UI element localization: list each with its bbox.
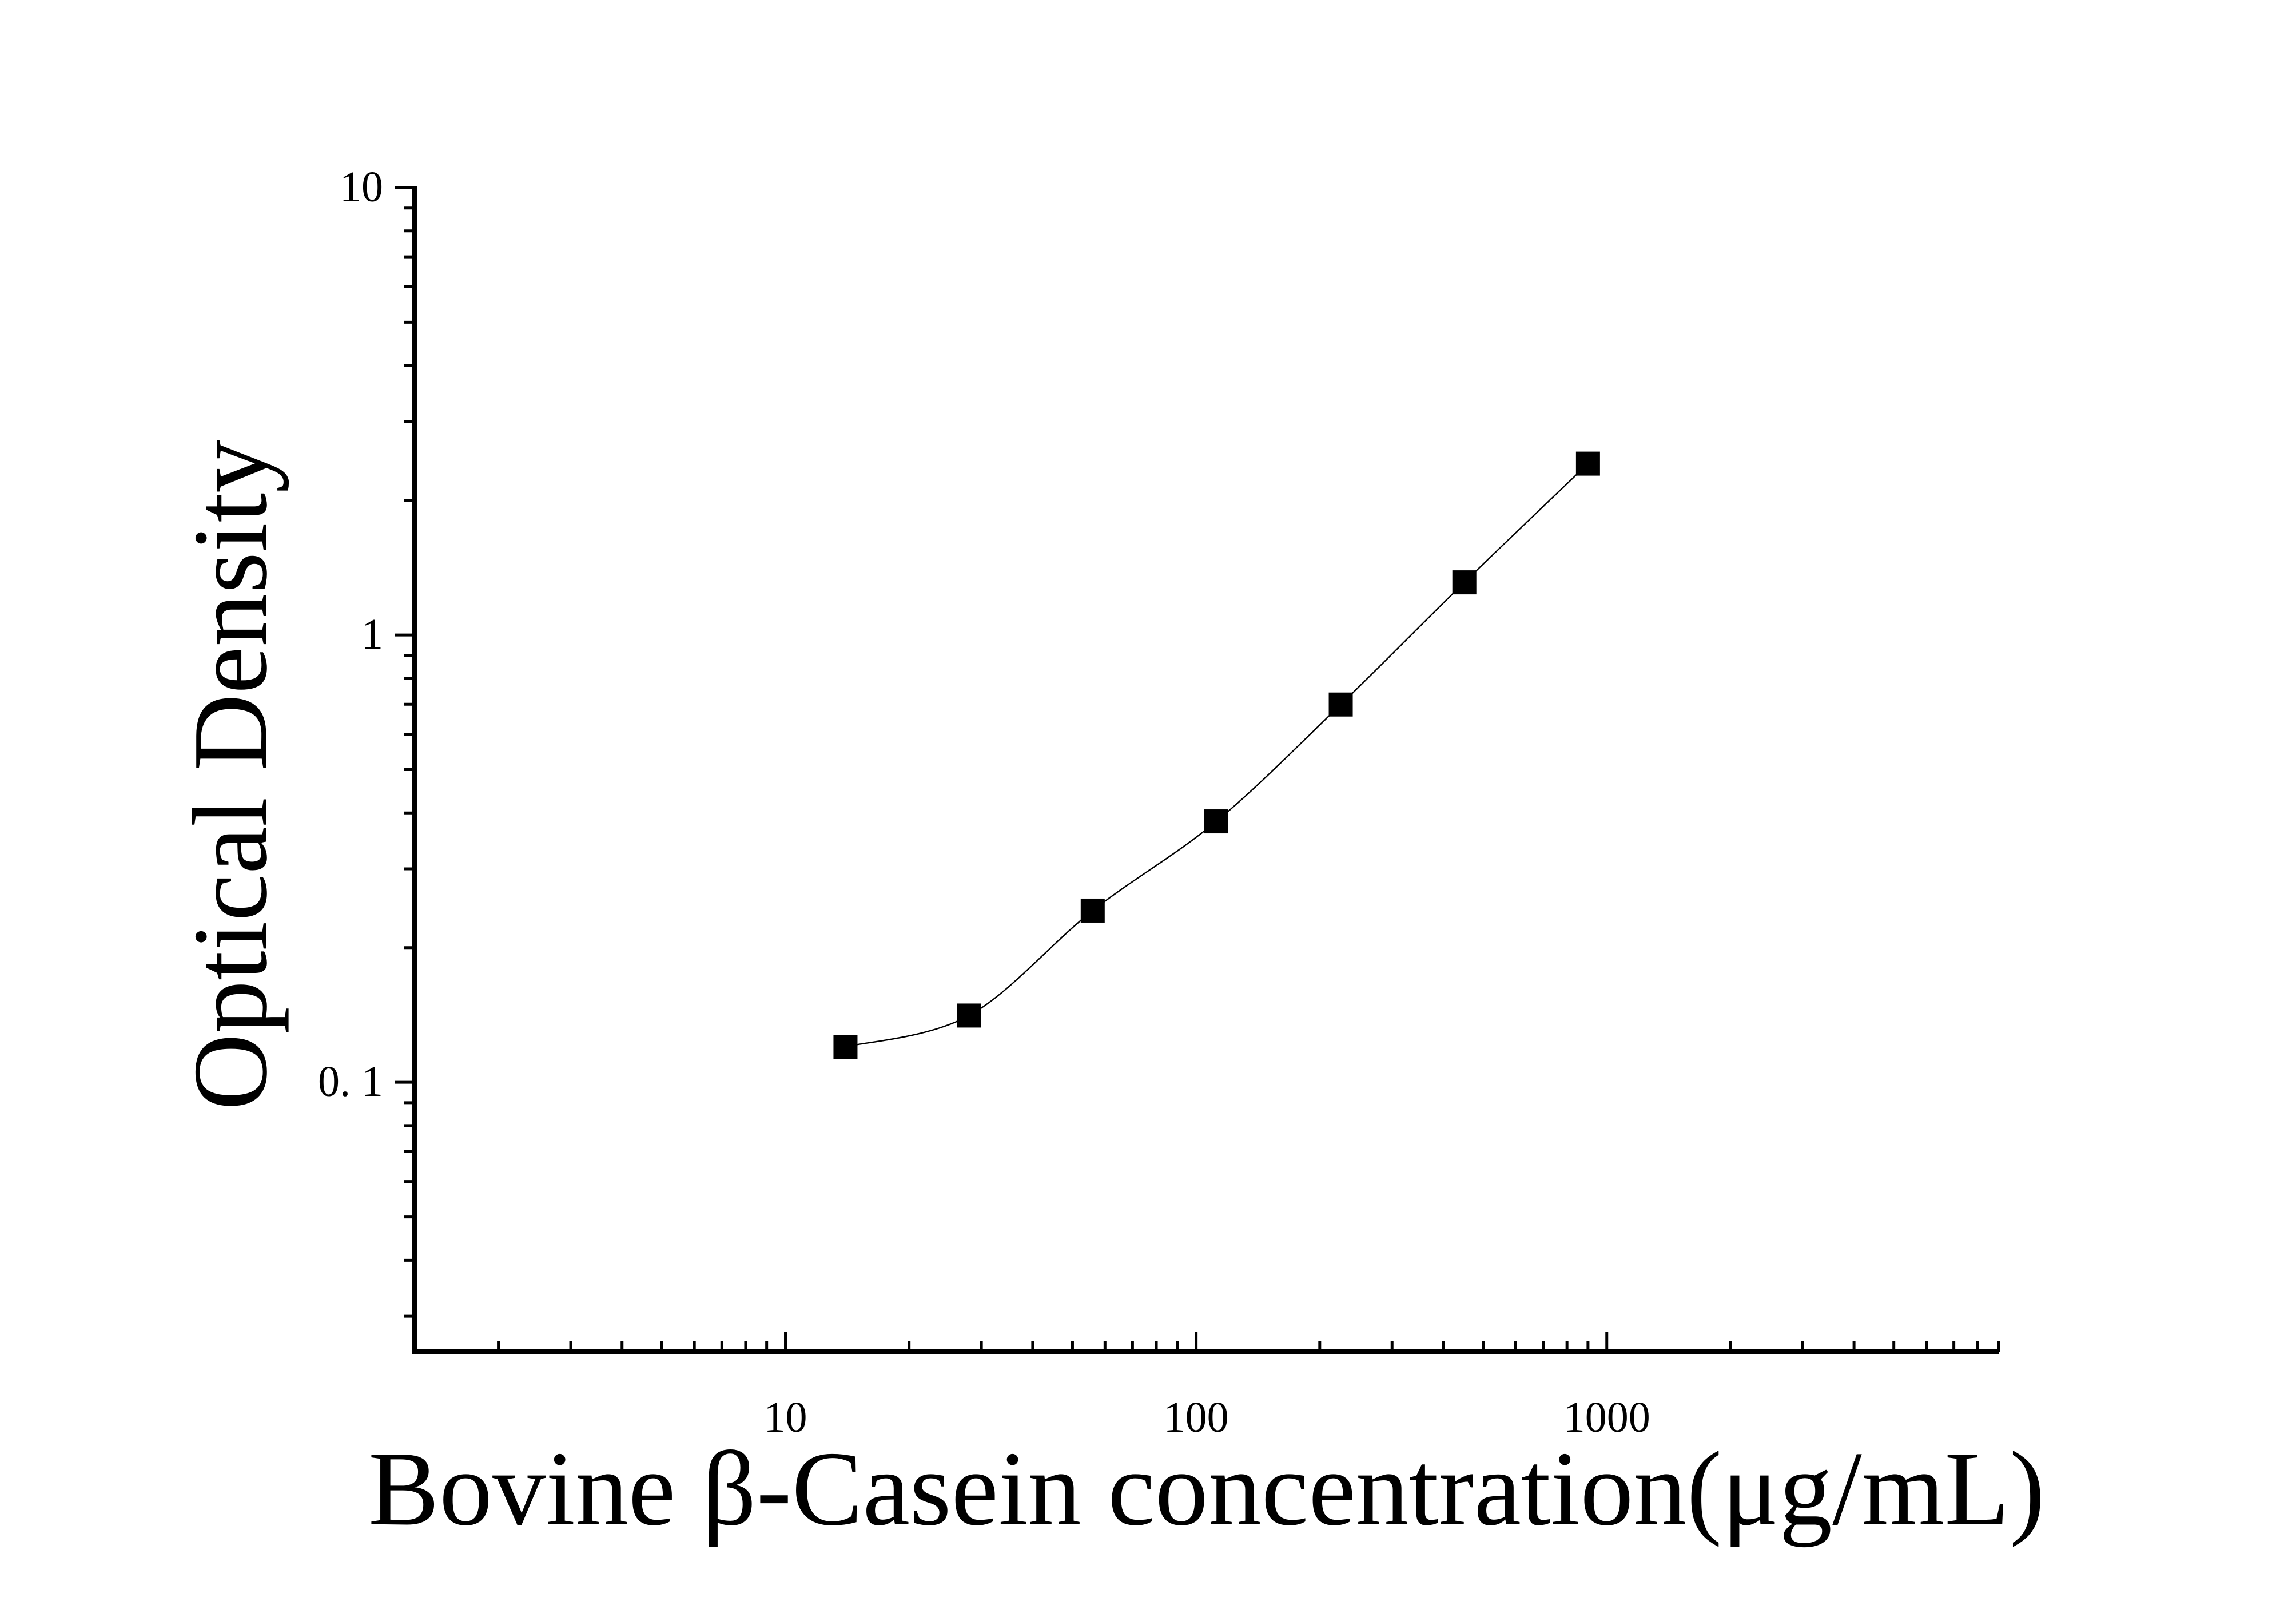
data-point	[1080, 898, 1105, 923]
data-point	[957, 1003, 981, 1028]
data-points	[833, 451, 1600, 1059]
data-point	[1452, 570, 1477, 595]
y-tick-label: 1	[361, 610, 383, 658]
y-tick-label: 0. 1	[318, 1058, 383, 1106]
fit-curve	[845, 463, 1589, 1048]
data-point	[833, 1035, 858, 1059]
y-tick-label: 10	[340, 163, 383, 211]
axes	[395, 186, 2000, 1354]
data-point	[1575, 451, 1600, 476]
x-tick-label: 100	[1164, 1393, 1229, 1441]
data-point	[1328, 692, 1353, 717]
x-axis-title: Bovine β-Casein concentration(μg/mL)	[368, 1430, 2045, 1548]
x-tick-labels: 10 100 1000	[764, 1393, 1650, 1441]
y-tick-labels: 0. 1 1 10	[318, 163, 383, 1106]
data-point	[1204, 809, 1228, 834]
x-tick-label: 10	[764, 1393, 807, 1441]
x-tick-label: 1000	[1563, 1393, 1650, 1441]
y-axis-title: Optical Density	[172, 440, 289, 1111]
